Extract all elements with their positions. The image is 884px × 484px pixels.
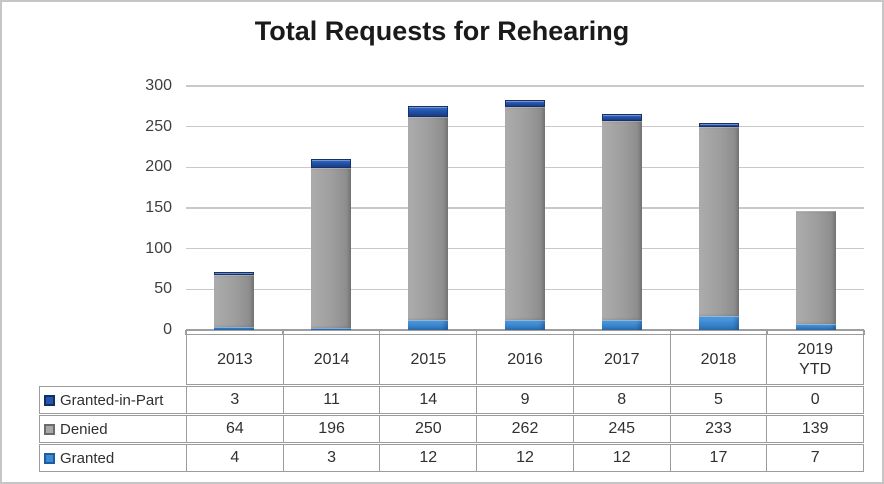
x-axis-tick: [185, 330, 187, 335]
y-axis-tick-label: 250: [145, 117, 172, 135]
year-header-label: 2015: [410, 350, 447, 368]
year-header-cell: 2018: [671, 335, 768, 384]
value-cell: 12: [574, 445, 671, 471]
series-label-cell: Denied: [40, 416, 187, 442]
value-cell: 233: [671, 416, 768, 442]
value-cell: 5: [671, 387, 768, 413]
y-axis-tick-label: 200: [145, 158, 172, 176]
table-row-granted-in-part: Granted-in-Part 3 11 14 9 8 5 0: [39, 386, 864, 414]
year-header-cell: 2017: [574, 335, 671, 384]
series-label: Granted-in-Part: [60, 391, 164, 409]
bar-segment-granted-2017: [601, 320, 642, 330]
x-axis-tick: [378, 330, 381, 335]
bar-segment-granted-in-part-2014: [311, 159, 352, 169]
bar-segment-denied-2015: [408, 116, 449, 321]
table-row-denied: Denied 64 196 250 262 245 233 139: [39, 415, 864, 443]
bar-segment-granted-2019: [795, 324, 836, 330]
value-cell: 3: [187, 387, 284, 413]
value-cell: 64: [187, 416, 284, 442]
value-cell: 3: [284, 445, 381, 471]
x-axis-tick: [282, 330, 284, 335]
value-cell: 139: [801, 420, 829, 437]
year-header-cell: 2019 YTD: [767, 335, 863, 384]
series-label: Granted: [60, 449, 115, 467]
bar-segment-denied-2013: [214, 274, 255, 327]
table-header-row: 2013 2014 2015 2016 2017 2018 2019 YTD: [186, 334, 864, 385]
value-cell: 245: [574, 416, 671, 442]
year-header-cell: 2015: [380, 335, 478, 384]
year-header-label: 2016: [507, 350, 543, 368]
x-axis-tick: [766, 330, 768, 335]
bar-segment-granted-in-part-2016: [505, 99, 545, 108]
bar-segment-denied-2018: [698, 126, 739, 317]
x-axis-line: [186, 329, 864, 331]
y-axis-tick-label: 150: [145, 199, 172, 216]
x-axis-tick: [669, 330, 672, 335]
bar-segment-denied-2019: [795, 211, 836, 325]
bar-segment-denied-2017: [601, 120, 642, 321]
x-axis-tick: [572, 330, 575, 335]
value-cell: 7: [810, 449, 820, 466]
bar-segment-denied-2016: [505, 107, 545, 321]
year-header-label: 2014: [313, 350, 350, 368]
x-axis-tick: [863, 330, 865, 335]
table-row-granted: Granted 4 3 12 12 12 17 7: [39, 444, 864, 472]
y-axis-tick-label: 100: [145, 239, 172, 257]
year-header-cell: 2013: [187, 335, 284, 384]
series-label-cell: Granted-in-Part: [40, 387, 187, 413]
bar-segment-granted-2018: [698, 316, 739, 330]
y-axis-tick-label: 50: [154, 280, 172, 298]
year-header-label: 2017: [603, 350, 640, 368]
value-cell: 17: [671, 445, 768, 471]
legend-key-granted-icon: [44, 452, 55, 464]
bar-segment-granted-2016: [505, 320, 545, 330]
value-cell: 8: [574, 387, 671, 413]
value-cell: 14: [380, 387, 478, 413]
value-cell: 262: [477, 416, 574, 442]
legend-key-granted-in-part-icon: [44, 394, 55, 406]
value-cell: 9: [477, 387, 574, 413]
bar-segment-granted-in-part-2013: [214, 272, 255, 275]
series-label: Denied: [60, 420, 108, 438]
gridline: [186, 85, 864, 87]
y-axis-tick-label: 0: [163, 321, 172, 338]
y-axis-tick-label: 300: [145, 77, 172, 94]
year-header-label: 2013: [217, 350, 253, 368]
bar-segment-granted-2015: [408, 320, 449, 330]
value-cell: 11: [284, 387, 381, 413]
bar-segment-granted-in-part-2018: [698, 122, 739, 127]
value-cell: 4: [187, 445, 284, 471]
bar-segment-granted-in-part-2017: [601, 114, 642, 121]
chart-title: Total Requests for Rehearing: [254, 16, 630, 46]
bar-segment-granted-2013: [214, 326, 255, 330]
bar-segment-denied-2014: [311, 168, 352, 328]
bar-segment-granted-2014: [311, 327, 352, 330]
bar-segment-granted-in-part-2015: [408, 105, 449, 117]
year-header-label: 2018: [700, 350, 737, 368]
value-cell: 196: [284, 416, 381, 442]
value-cell: 250: [380, 416, 478, 442]
year-header-cell: 2014: [284, 335, 381, 384]
value-cell: 12: [380, 445, 478, 471]
value-cell: 12: [477, 445, 574, 471]
year-header-label: 2019 YTD: [797, 340, 833, 378]
year-header-cell: 2016: [477, 335, 574, 384]
x-axis-tick: [475, 330, 478, 335]
legend-key-denied-icon: [44, 423, 55, 435]
value-cell: 0: [810, 391, 820, 408]
series-label-cell: Granted: [40, 445, 187, 471]
